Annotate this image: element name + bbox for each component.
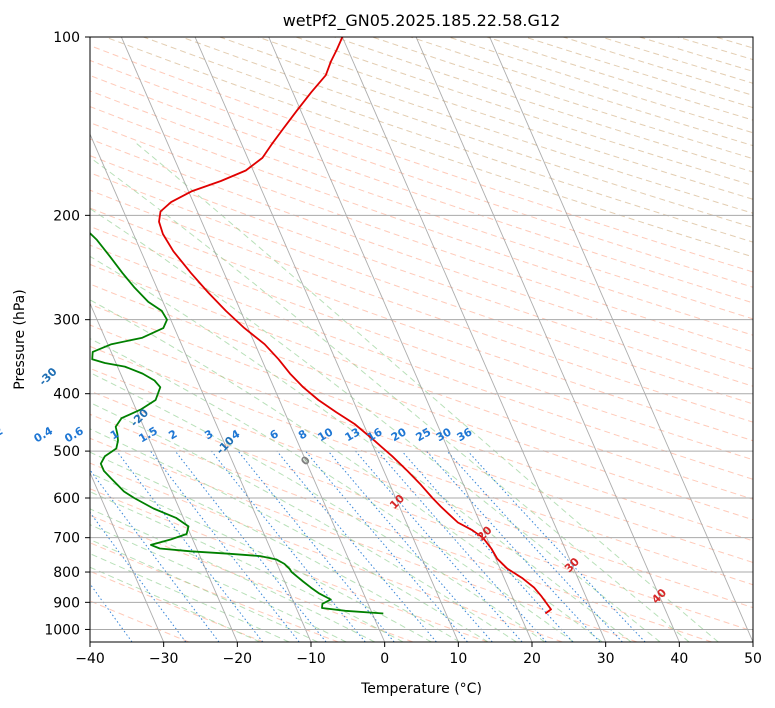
dry-adiabat [90, 207, 753, 442]
y-tick-label: 700 [53, 531, 80, 547]
x-tick-label: 10 [449, 651, 467, 667]
mixing-ratio-label: 0.2 [0, 424, 5, 445]
isotherm-line [341, 37, 607, 642]
x-tick-label: −10 [296, 651, 326, 667]
isotherm-line [489, 37, 753, 642]
dry-adiabat [90, 570, 264, 642]
y-tick-label: 500 [53, 444, 80, 460]
dry-adiabat [90, 74, 753, 304]
isotherm-line [194, 37, 459, 642]
x-tick-label: 0 [380, 651, 389, 667]
x-axis: −40 −30 −20 −10 0 10 20 30 40 50 [75, 642, 762, 667]
mixing-ratio-line [237, 450, 395, 642]
chart-title: wetPf2_GN05.2025.185.22.58.G12 [283, 11, 561, 31]
mixing-ratio-line [90, 511, 187, 642]
dry-adiabat [90, 462, 563, 642]
series-lines [90, 37, 552, 615]
y-tick-label: 900 [53, 595, 80, 611]
x-tick-label: 50 [744, 651, 762, 667]
isotherm-line [268, 37, 533, 642]
dry-adiabat [90, 244, 753, 480]
mixing-ratio-line [426, 450, 601, 642]
x-tick-label: −30 [149, 651, 179, 667]
y-tick-label: 200 [53, 208, 80, 224]
mixing-ratio-line [211, 450, 366, 642]
dry-adiabat [90, 106, 753, 336]
dry-adiabat [90, 390, 753, 632]
x-tick-label: 30 [597, 651, 615, 667]
y-tick-label: 400 [53, 387, 80, 403]
dry-adiabat [90, 283, 753, 521]
y-axis: 100 200 300 400 500 600 700 800 900 1000 [44, 30, 90, 638]
plot-area [90, 37, 753, 642]
mixing-ratio-line [377, 450, 547, 642]
dry-adiabat [90, 138, 753, 370]
x-axis-label: Temperature (°C) [360, 681, 482, 697]
temperature-profile-line [158, 37, 552, 615]
isotherm-line [120, 37, 386, 642]
dry-adiabat [90, 488, 488, 642]
x-tick-label: −20 [223, 651, 253, 667]
dry-adiabat [90, 189, 753, 423]
mixing-ratio-line [446, 450, 623, 642]
dry-adiabat [90, 155, 753, 387]
y-tick-label: 100 [53, 30, 80, 46]
isotherm-line [90, 471, 165, 642]
mixing-ratio-line [90, 583, 133, 642]
x-tick-label: 40 [670, 651, 688, 667]
mixing-ratio-line [355, 450, 523, 642]
dry-adiabat [90, 413, 712, 642]
mixing-ratio-line [174, 450, 327, 642]
y-tick-label: 300 [53, 313, 80, 329]
mixing-ratio-line [467, 450, 646, 642]
y-tick-label: 600 [53, 491, 80, 507]
x-tick-label: −40 [75, 651, 105, 667]
background-lines [90, 37, 753, 642]
isotherm-line [90, 302, 238, 642]
plot-frame [89, 36, 754, 643]
dewpoint-profile-line [90, 232, 384, 615]
isotherm-line [415, 37, 680, 642]
mixing-ratio-line [276, 450, 437, 642]
mixing-ratio-line [90, 469, 220, 642]
x-tick-label: 20 [523, 651, 541, 667]
dry-adiabat [90, 263, 753, 500]
y-tick-label: 1000 [44, 622, 80, 638]
dry-adiabat [90, 437, 638, 642]
dry-adiabat [90, 59, 753, 288]
y-tick-label: 800 [53, 565, 80, 581]
y-axis-label: Pressure (hPa) [12, 289, 28, 389]
isotherm-line [90, 133, 312, 642]
